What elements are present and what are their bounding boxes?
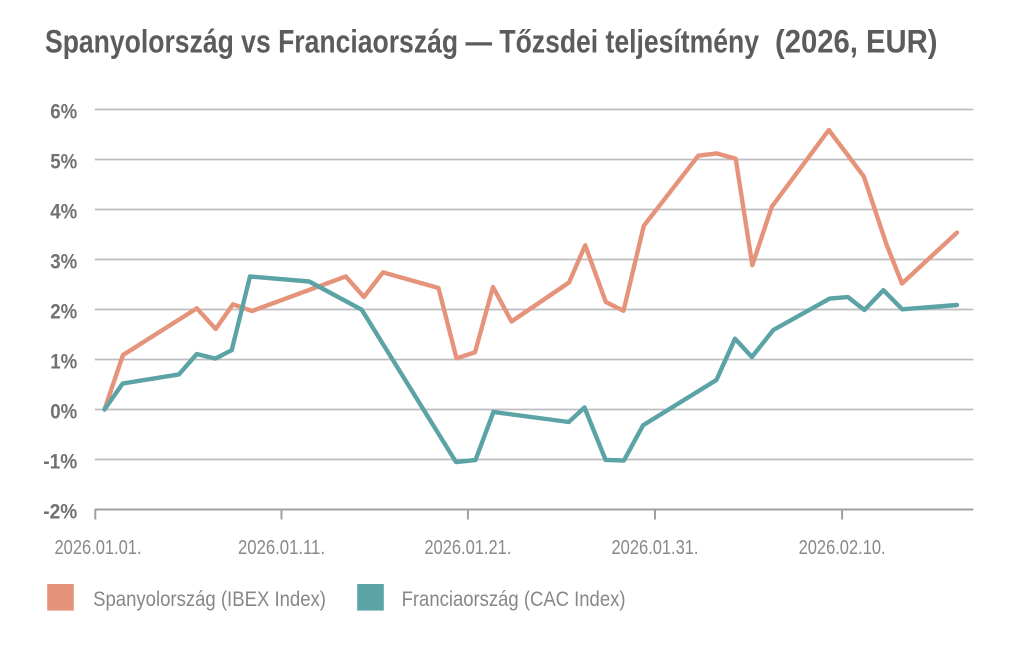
svg-text:-1%: -1%	[43, 450, 77, 473]
svg-text:(2026, EUR): (2026, EUR)	[775, 23, 938, 60]
svg-text:-2%: -2%	[43, 500, 77, 523]
svg-text:1%: 1%	[50, 350, 77, 373]
svg-text:2026.01.21.: 2026.01.21.	[424, 537, 511, 559]
svg-text:4%: 4%	[50, 200, 77, 223]
svg-text:0%: 0%	[50, 400, 77, 423]
svg-text:2026.01.11.: 2026.01.11.	[238, 537, 325, 559]
svg-text:Spanyolország (IBEX Index): Spanyolország (IBEX Index)	[93, 588, 326, 611]
svg-text:3%: 3%	[50, 250, 77, 273]
svg-text:2026.01.31.: 2026.01.31.	[612, 537, 699, 559]
svg-text:5%: 5%	[50, 150, 77, 173]
svg-text:Spanyolország vs Franciaország: Spanyolország vs Franciaország — Tőzsdei…	[45, 23, 759, 60]
svg-text:2026.02.10.: 2026.02.10.	[799, 537, 886, 559]
svg-text:2026.01.01.: 2026.01.01.	[55, 537, 142, 559]
svg-text:6%: 6%	[50, 100, 77, 123]
svg-text:Franciaország (CAC Index): Franciaország (CAC Index)	[402, 588, 626, 611]
svg-text:2%: 2%	[50, 300, 77, 323]
